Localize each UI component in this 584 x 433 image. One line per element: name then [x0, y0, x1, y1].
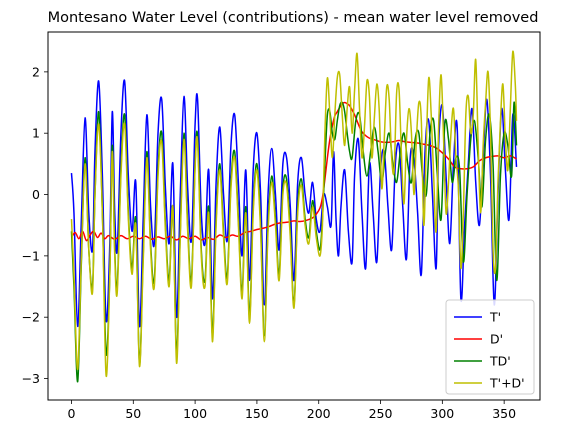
y-tick-label: 0	[32, 187, 40, 202]
x-tick-label: 100	[183, 406, 207, 421]
x-tick-label: 200	[307, 406, 331, 421]
x-tick-label: 150	[245, 406, 269, 421]
y-tick-label: 1	[32, 126, 40, 141]
series-t-plus-d-line	[70, 50, 518, 378]
legend-label: D'	[490, 332, 503, 347]
legend-label: TD'	[489, 354, 511, 369]
y-axis: −3 −2 −1 0 1 2	[22, 64, 48, 386]
legend-label: T'	[489, 310, 501, 325]
x-tick-label: 0	[68, 406, 76, 421]
series-layer	[70, 50, 518, 383]
legend-box	[445, 299, 535, 395]
plot-area: 0 50 100 150 200 250 300 350 −3 −2 −1 0 1 2	[22, 31, 541, 421]
x-tick-label: 300	[430, 406, 454, 421]
series-d-prime-line	[70, 101, 517, 242]
x-tick-label: 350	[492, 406, 516, 421]
y-tick-label: −2	[22, 310, 40, 325]
plot-frame	[47, 31, 541, 401]
x-axis: 0 50 100 150 200 250 300 350	[68, 400, 516, 421]
y-tick-label: −1	[22, 248, 40, 263]
x-tick-label: 250	[369, 406, 393, 421]
x-tick-label: 50	[125, 406, 141, 421]
chart-title: Montesano Water Level (contributions) - …	[48, 10, 539, 26]
y-tick-label: 2	[32, 64, 40, 79]
y-tick-label: −3	[22, 371, 40, 386]
legend: T' D' TD' T'+D'	[445, 299, 535, 395]
legend-label: T'+D'	[489, 376, 525, 391]
